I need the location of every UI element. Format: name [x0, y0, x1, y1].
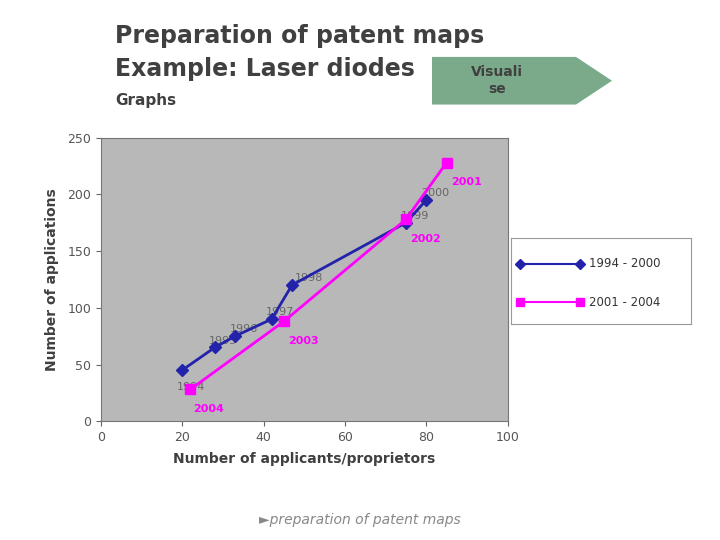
1994 - 2000: [422, 197, 431, 203]
Text: 2003: 2003: [288, 336, 319, 346]
Y-axis label: Number of applications: Number of applications: [45, 188, 59, 371]
Text: 1994 - 2000: 1994 - 2000: [588, 257, 660, 270]
Text: 1997: 1997: [266, 307, 294, 317]
1994 - 2000: [402, 219, 410, 226]
Text: 2001 - 2004: 2001 - 2004: [588, 296, 660, 309]
Text: 2000: 2000: [420, 188, 449, 198]
1994 - 2000: [230, 333, 239, 339]
Text: 1995: 1995: [209, 335, 238, 346]
Text: Visuali
se: Visuali se: [471, 65, 523, 96]
1994 - 2000: [267, 316, 276, 322]
1994 - 2000: [288, 282, 297, 288]
Text: ⊙: ⊙: [33, 11, 50, 30]
Polygon shape: [432, 57, 612, 105]
Text: Preparation of patent maps: Preparation of patent maps: [115, 24, 485, 48]
Line: 1994 - 2000: 1994 - 2000: [178, 196, 431, 374]
X-axis label: Number of applicants/proprietors: Number of applicants/proprietors: [173, 453, 436, 466]
Text: 1999: 1999: [400, 211, 428, 221]
Text: 2002: 2002: [410, 234, 441, 244]
Text: 1998: 1998: [294, 273, 323, 283]
2001 - 2004: [402, 216, 410, 222]
Text: ►preparation of patent maps: ►preparation of patent maps: [259, 513, 461, 526]
Text: 1994: 1994: [176, 382, 205, 392]
1994 - 2000: [178, 367, 186, 374]
Text: 1996: 1996: [230, 324, 258, 334]
Line: 2001 - 2004: 2001 - 2004: [186, 158, 451, 394]
Text: Graphs: Graphs: [115, 93, 176, 108]
1994 - 2000: [210, 345, 219, 351]
2001 - 2004: [279, 318, 288, 325]
Text: 2004: 2004: [193, 404, 224, 414]
Text: 2001: 2001: [451, 177, 482, 187]
2001 - 2004: [442, 159, 451, 166]
Text: Example: Laser diodes: Example: Laser diodes: [115, 57, 415, 80]
2001 - 2004: [186, 386, 194, 393]
